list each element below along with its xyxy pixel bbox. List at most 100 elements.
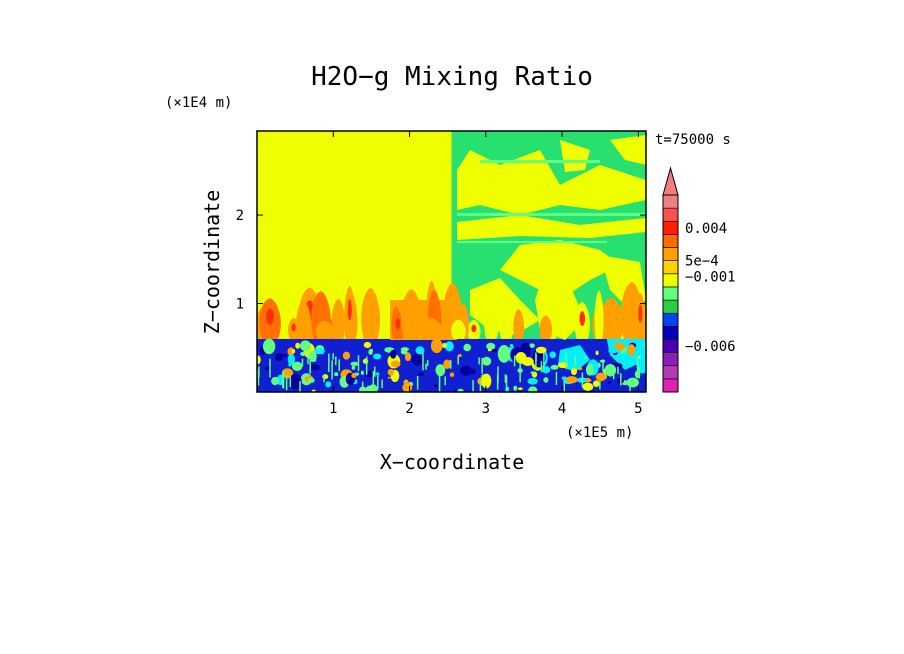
turbulence-eddy <box>418 372 424 377</box>
turbulence-streak <box>638 367 640 379</box>
turbulence-eddy <box>287 353 296 365</box>
turbulence-streak <box>309 359 311 374</box>
turbulence-streak <box>574 355 577 366</box>
turbulence-streak <box>555 371 558 385</box>
x-tick-label: 5 <box>634 401 642 417</box>
turbulence-eddy <box>487 348 492 352</box>
turbulence-streak <box>257 377 260 386</box>
turbulence-streak <box>543 353 545 369</box>
turbulence-eddy <box>295 342 300 349</box>
turbulence-eddy <box>288 362 292 367</box>
colorbar: 0.004 5e−4−0.001 −0.006 <box>662 166 736 393</box>
turbulence-eddy <box>582 382 594 391</box>
y-axis: 12 <box>236 208 646 313</box>
colorbar-tick-label: −0.006 <box>685 339 736 355</box>
y-tick-label: 1 <box>236 297 244 313</box>
x-tick-label: 1 <box>329 401 337 417</box>
turbulence-eddy <box>289 373 302 390</box>
plume <box>401 289 422 339</box>
turbulence-streak <box>338 359 340 372</box>
plume-core <box>291 323 296 332</box>
turbulence-eddy <box>491 348 498 353</box>
light-green-streak <box>480 160 600 163</box>
turbulence-streak <box>513 355 516 367</box>
turbulence-streak <box>620 373 622 386</box>
turbulence-eddy <box>515 351 527 364</box>
turbulence-eddy <box>375 372 380 376</box>
turbulence-eddy <box>460 365 472 376</box>
turbulence-eddy <box>325 381 332 388</box>
turbulence-streak <box>361 381 364 392</box>
turbulence-streak <box>372 371 375 386</box>
turbulence-streak <box>416 375 419 390</box>
plume <box>499 309 514 339</box>
turbulence-streak <box>285 375 288 391</box>
turbulence-streak <box>301 358 304 367</box>
turbulence-eddy <box>308 377 315 383</box>
yellow-patch <box>610 135 646 165</box>
turbulence-eddy <box>310 364 320 371</box>
turbulence-eddy <box>262 338 276 355</box>
chart-title: H2O−g Mixing Ratio <box>311 62 593 92</box>
turbulence-eddy <box>571 367 577 376</box>
light-green-streak <box>457 241 607 243</box>
turbulence-eddy <box>471 368 476 375</box>
turbulence-eddy <box>281 368 294 379</box>
x-tick-label: 4 <box>558 401 566 417</box>
colorbar-level <box>662 352 679 367</box>
turbulence-streak <box>629 381 631 392</box>
colorbar-level <box>662 273 679 288</box>
turbulence-eddy <box>535 346 547 354</box>
turbulence-streak <box>481 357 483 374</box>
turbulence-eddy <box>350 361 359 367</box>
turbulence-eddy <box>549 351 557 359</box>
colorbar-level <box>662 220 679 235</box>
y-unit-label: (×1E4 m) <box>165 95 232 111</box>
turbulence-streak <box>373 366 376 377</box>
colorbar-level <box>662 378 679 393</box>
turbulence-eddy <box>368 349 373 355</box>
plume <box>315 320 335 339</box>
turbulence-eddy <box>299 340 311 352</box>
turbulence-eddy <box>365 385 376 392</box>
colorbar-tick-label: −0.001 <box>685 269 736 285</box>
turbulence-eddy <box>608 347 619 354</box>
turbulence-eddy <box>264 366 272 371</box>
turbulence-eddy <box>481 356 492 366</box>
turbulence-eddy <box>595 372 606 382</box>
turbulence-eddy <box>360 370 364 375</box>
turbulence-streak <box>565 352 568 370</box>
colorbar-level <box>662 247 679 261</box>
turbulence-eddy <box>404 352 412 362</box>
plume-core <box>395 318 401 330</box>
colorbar-level <box>662 312 679 327</box>
turbulence-eddy <box>635 342 640 349</box>
turbulence-eddy <box>583 357 587 360</box>
turbulence-streak <box>581 372 584 388</box>
yellow-patch <box>457 215 646 240</box>
x-tick-label: 3 <box>482 401 490 417</box>
turbulence-eddy <box>527 378 538 385</box>
turbulence-eddy <box>445 341 454 352</box>
yellow-patch <box>457 150 646 215</box>
turbulence-streak <box>599 381 601 390</box>
plume-core <box>347 299 352 321</box>
y-tick-label: 2 <box>236 208 244 224</box>
colorbar-level <box>662 260 679 275</box>
turbulence-eddy <box>390 360 401 368</box>
turbulence-eddy <box>271 376 280 386</box>
plume-core <box>266 308 275 325</box>
colorbar-level <box>662 286 679 301</box>
turbulence-eddy <box>557 362 568 369</box>
turbulence-streak <box>438 375 441 392</box>
turbulence-eddy <box>530 371 535 374</box>
turbulence-streak <box>505 375 508 392</box>
colorbar-extend-arrow <box>662 166 679 196</box>
turbulence-streak <box>269 358 271 378</box>
plume <box>539 315 553 339</box>
turbulence-eddy <box>275 352 284 362</box>
turbulence-eddy <box>513 385 518 391</box>
plume <box>361 288 381 339</box>
turbulence-eddy <box>403 380 409 385</box>
plume <box>451 319 466 339</box>
